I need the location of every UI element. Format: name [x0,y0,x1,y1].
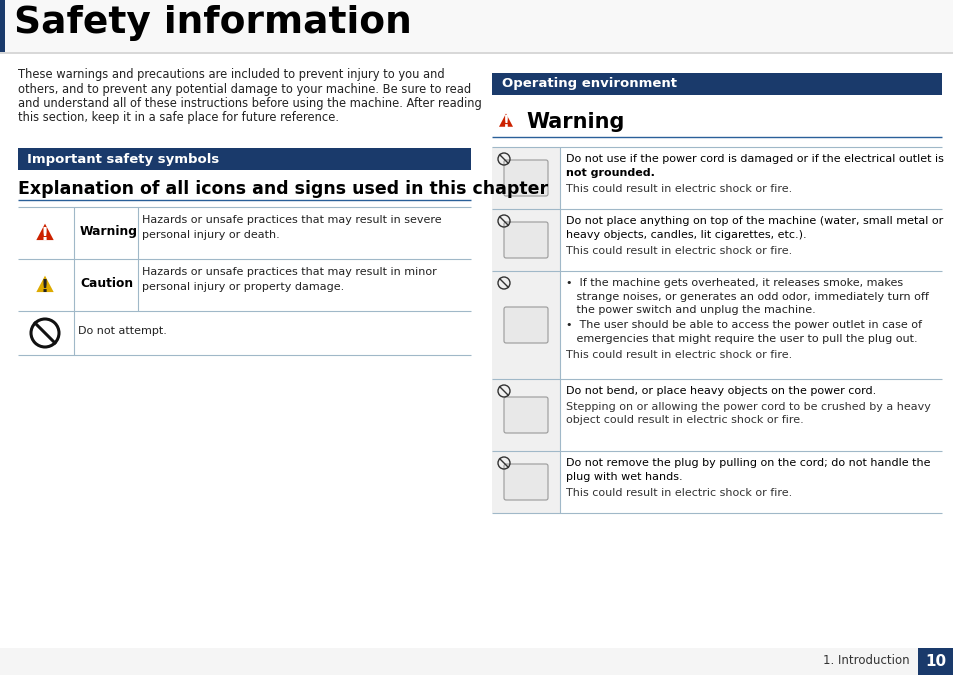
Text: •  The user should be able to access the power outlet in case of: • The user should be able to access the … [565,321,921,331]
Text: Do not remove the plug by pulling on the cord; do not handle the: Do not remove the plug by pulling on the… [565,458,929,468]
FancyBboxPatch shape [492,209,559,271]
Text: Warning: Warning [80,225,138,238]
Text: This could result in electric shock or fire.: This could result in electric shock or f… [565,350,791,360]
Text: Safety information: Safety information [14,5,412,41]
Polygon shape [497,111,514,128]
FancyBboxPatch shape [0,0,5,52]
Text: This could result in electric shock or fire.: This could result in electric shock or f… [565,246,791,256]
Text: Hazards or unsafe practices that may result in minor: Hazards or unsafe practices that may res… [142,267,436,277]
Text: Caution: Caution [80,277,133,290]
Text: others, and to prevent any potential damage to your machine. Be sure to read: others, and to prevent any potential dam… [18,82,471,95]
Text: personal injury or property damage.: personal injury or property damage. [142,281,344,292]
Polygon shape [35,274,55,293]
Text: Explanation of all icons and signs used in this chapter: Explanation of all icons and signs used … [18,180,548,198]
Text: !: ! [41,278,49,296]
Text: and understand all of these instructions before using the machine. After reading: and understand all of these instructions… [18,97,481,110]
Text: !: ! [502,115,509,130]
Text: !: ! [41,226,49,244]
Text: Important safety symbols: Important safety symbols [27,153,219,165]
Text: emergencies that might require the user to pull the plug out.: emergencies that might require the user … [565,334,917,344]
FancyBboxPatch shape [492,451,559,513]
FancyBboxPatch shape [503,397,547,433]
FancyBboxPatch shape [917,648,953,675]
Text: personal injury or death.: personal injury or death. [142,230,279,240]
Text: this section, keep it in a safe place for future reference.: this section, keep it in a safe place fo… [18,111,338,124]
Text: This could result in electric shock or fire.: This could result in electric shock or f… [565,184,791,194]
FancyBboxPatch shape [0,52,953,54]
Text: not grounded.: not grounded. [565,167,654,178]
Text: Do not attempt.: Do not attempt. [78,326,167,336]
FancyBboxPatch shape [492,147,559,209]
FancyBboxPatch shape [503,464,547,500]
Text: Do not bend, or place heavy objects on the power cord.: Do not bend, or place heavy objects on t… [565,386,876,396]
Text: This could result in electric shock or fire.: This could result in electric shock or f… [565,488,791,498]
Text: strange noises, or generates an odd odor, immediately turn off: strange noises, or generates an odd odor… [565,292,928,302]
Text: plug with wet hands.: plug with wet hands. [565,472,682,481]
FancyBboxPatch shape [503,222,547,258]
Text: Warning: Warning [525,112,623,132]
Text: Do not place anything on top of the machine (water, small metal or: Do not place anything on top of the mach… [565,216,943,226]
Text: Do not use if the power cord is damaged or if the electrical outlet is: Do not use if the power cord is damaged … [565,154,943,164]
Text: 10: 10 [924,653,945,668]
Text: Stepping on or allowing the power cord to be crushed by a heavy: Stepping on or allowing the power cord t… [565,402,930,412]
Text: heavy objects, candles, lit cigarettes, etc.).: heavy objects, candles, lit cigarettes, … [565,230,806,240]
FancyBboxPatch shape [492,379,559,451]
FancyBboxPatch shape [503,307,547,343]
Text: Hazards or unsafe practices that may result in severe: Hazards or unsafe practices that may res… [142,215,441,225]
FancyBboxPatch shape [492,271,559,379]
Text: object could result in electric shock or fire.: object could result in electric shock or… [565,415,803,425]
Polygon shape [35,222,55,241]
FancyBboxPatch shape [0,0,953,52]
FancyBboxPatch shape [492,73,941,95]
Text: 1. Introduction: 1. Introduction [822,655,909,668]
Text: the power switch and unplug the machine.: the power switch and unplug the machine. [565,305,815,315]
FancyBboxPatch shape [18,148,471,170]
FancyBboxPatch shape [0,648,953,675]
Text: Operating environment: Operating environment [501,78,677,90]
Text: •  If the machine gets overheated, it releases smoke, makes: • If the machine gets overheated, it rel… [565,278,902,288]
Text: These warnings and precautions are included to prevent injury to you and: These warnings and precautions are inclu… [18,68,444,81]
FancyBboxPatch shape [503,160,547,196]
